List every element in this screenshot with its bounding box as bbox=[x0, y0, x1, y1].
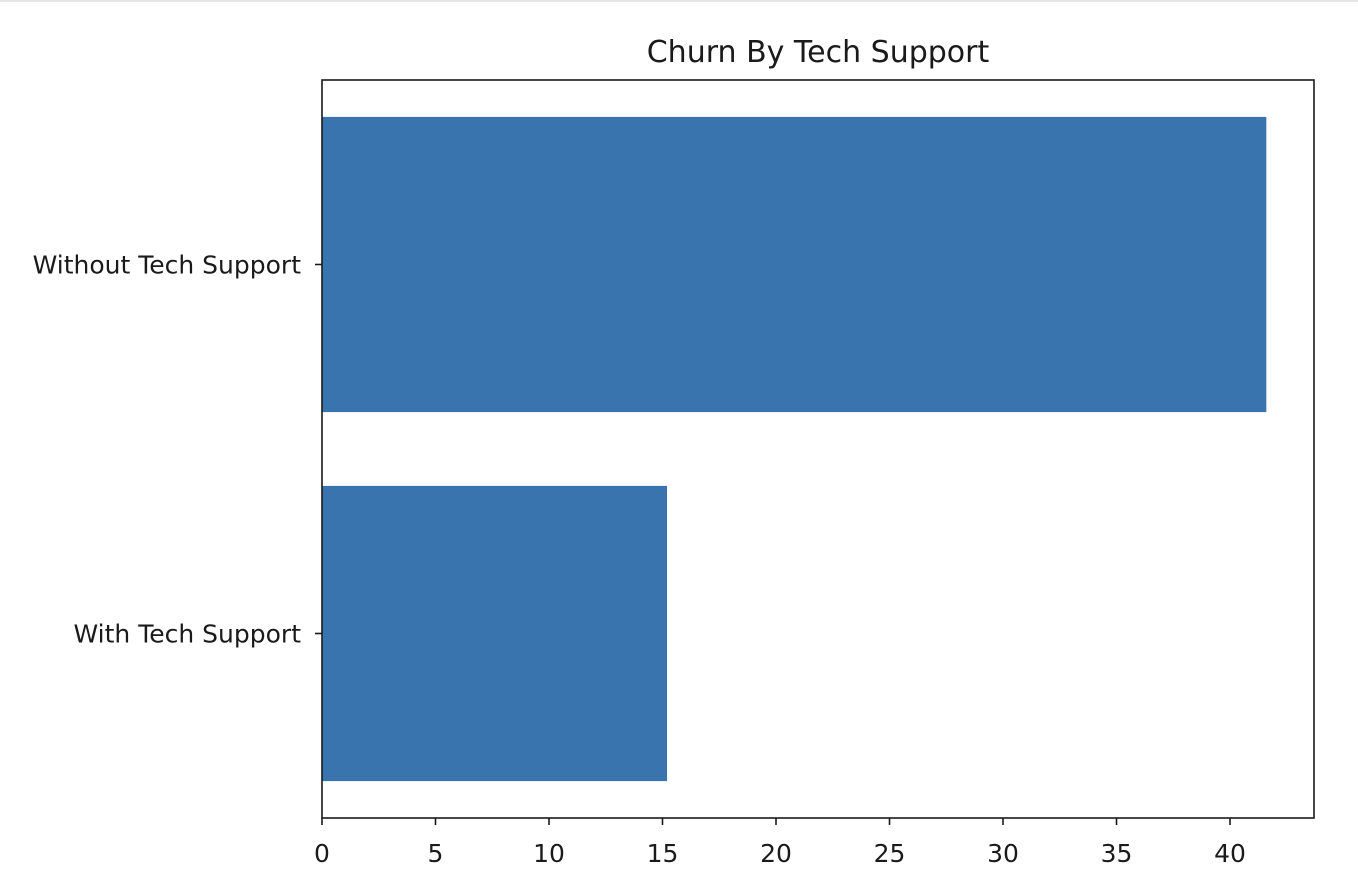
bar-with-tech-support bbox=[322, 485, 668, 782]
bars bbox=[322, 116, 1267, 782]
plot-area-frame bbox=[321, 79, 1315, 819]
x-tick-label: 5 bbox=[428, 839, 444, 868]
x-tick-label: 40 bbox=[1214, 839, 1246, 868]
x-tick-label: 10 bbox=[533, 839, 565, 868]
window-top-border bbox=[0, 0, 1358, 2]
x-axis: 0 5 10 15 20 25 30 35 40 bbox=[314, 818, 1246, 868]
x-tick-label: 15 bbox=[647, 839, 679, 868]
y-tick-label: Without Tech Support bbox=[33, 251, 302, 280]
bar-without-tech-support bbox=[322, 116, 1267, 413]
x-tick-label: 30 bbox=[987, 839, 1019, 868]
x-tick-label: 35 bbox=[1101, 839, 1133, 868]
x-tick-label: 0 bbox=[314, 839, 330, 868]
chart-title: Churn By Tech Support bbox=[647, 35, 990, 70]
x-tick-label: 25 bbox=[874, 839, 906, 868]
y-axis: Without Tech Support With Tech Support bbox=[33, 251, 322, 649]
y-tick-label: With Tech Support bbox=[74, 620, 302, 649]
x-tick-label: 20 bbox=[760, 839, 792, 868]
